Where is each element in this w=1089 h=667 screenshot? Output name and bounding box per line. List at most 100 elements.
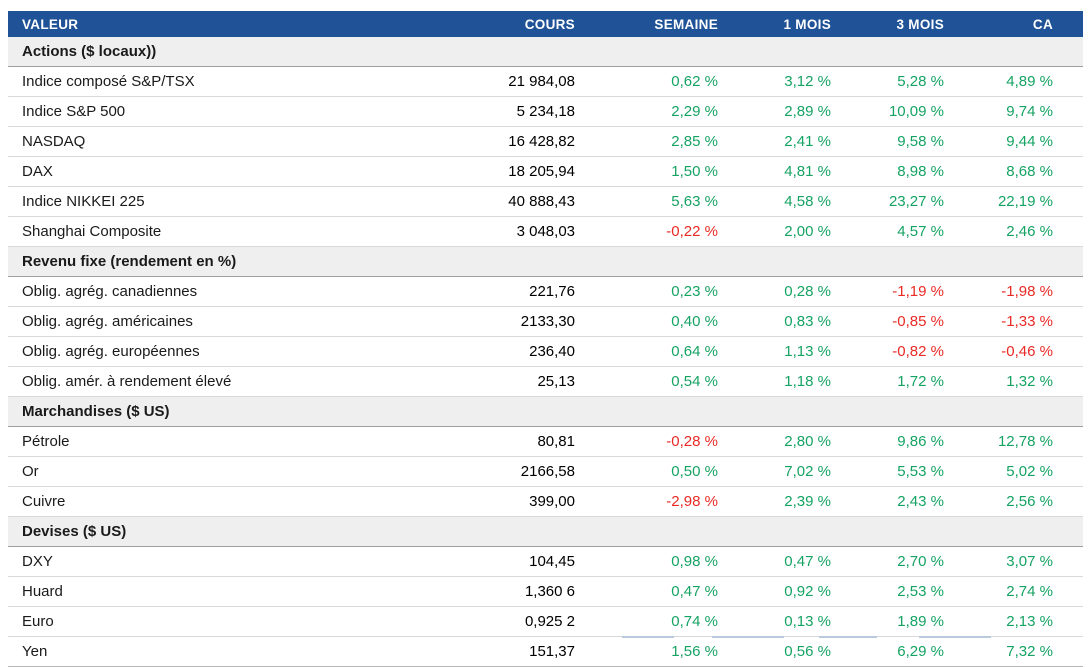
mois3-cell: -1,19 % (839, 276, 952, 307)
col-header-ca: CA (952, 11, 1083, 37)
ca-cell: -1,33 % (952, 306, 1083, 337)
semaine-cell: 0,47 % (583, 576, 726, 607)
cours-cell: 0,925 2 (438, 606, 583, 637)
label-cell: DAX (8, 156, 438, 187)
table-row: Indice S&P 500 5 234,18 2,29 % 2,89 % 10,09 … (8, 96, 1083, 127)
cutoff-text-fragment (919, 636, 991, 638)
semaine-cell: 0,40 % (583, 306, 726, 337)
label-cell: Oblig. agrég. européennes (8, 336, 438, 367)
mois3-cell: -0,85 % (839, 306, 952, 337)
label-cell: Oblig. amér. à rendement élevé (8, 366, 438, 397)
label-cell: Indice S&P 500 (8, 96, 438, 127)
mois3-cell: 9,58 % (839, 126, 952, 157)
cours-cell: 18 205,94 (438, 156, 583, 187)
semaine-cell: 0,23 % (583, 276, 726, 307)
mois1-cell: 0,83 % (726, 306, 839, 337)
cours-cell: 16 428,82 (438, 126, 583, 157)
ca-cell: 4,89 % (952, 66, 1083, 97)
semaine-cell: 1,50 % (583, 156, 726, 187)
table-header: VALEUR COURS SEMAINE 1 MOIS 3 MOIS CA (8, 11, 1083, 37)
cutoff-text-fragment (712, 636, 784, 638)
section-header-row: Revenu fixe (rendement en %) (8, 246, 1083, 277)
cours-cell: 399,00 (438, 486, 583, 517)
cours-cell: 2133,30 (438, 306, 583, 337)
cours-cell: 21 984,08 (438, 66, 583, 97)
table-row: Pétrole 80,81 -0,28 % 2,80 % 9,86 % 12,78 % (8, 426, 1083, 457)
cours-cell: 5 234,18 (438, 96, 583, 127)
table-row: Cuivre 399,00 -2,98 % 2,39 % 2,43 % 2,56 % (8, 486, 1083, 517)
mois3-cell: 23,27 % (839, 186, 952, 217)
mois1-cell: 4,81 % (726, 156, 839, 187)
col-header-semaine: SEMAINE (583, 11, 726, 37)
semaine-cell: 2,85 % (583, 126, 726, 157)
label-cell: Or (8, 456, 438, 487)
semaine-cell: -2,98 % (583, 486, 726, 517)
semaine-cell: 0,62 % (583, 66, 726, 97)
ca-cell: 22,19 % (952, 186, 1083, 217)
section-title: Devises ($ US) (8, 516, 1083, 547)
cours-cell: 151,37 (438, 636, 583, 667)
market-summary-table: VALEUR COURS SEMAINE 1 MOIS 3 MOIS CA Ac… (8, 11, 1083, 667)
section-title: Revenu fixe (rendement en %) (8, 246, 1083, 277)
mois3-cell: 6,29 % (839, 636, 952, 667)
section-title: Marchandises ($ US) (8, 396, 1083, 427)
label-cell: NASDAQ (8, 126, 438, 157)
table-row: Oblig. amér. à rendement élevé 25,13 0,54 … (8, 366, 1083, 397)
table-row: Yen 151,37 1,56 % 0,56 % 6,29 % 7,32 % (8, 636, 1083, 667)
table-row: Indice NIKKEI 225 40 888,43 5,63 % 4,58 % 23… (8, 186, 1083, 217)
ca-cell: 2,13 % (952, 606, 1083, 637)
mois1-cell: 1,18 % (726, 366, 839, 397)
label-cell: Indice NIKKEI 225 (8, 186, 438, 217)
table-row: Indice composé S&P/TSX 21 984,08 0,62 % 3,1… (8, 66, 1083, 97)
mois3-cell: 1,72 % (839, 366, 952, 397)
mois3-cell: 10,09 % (839, 96, 952, 127)
cours-cell: 221,76 (438, 276, 583, 307)
mois3-cell: -0,82 % (839, 336, 952, 367)
cours-cell: 236,40 (438, 336, 583, 367)
table-row: Shanghai Composite 3 048,03 -0,22 % 2,00 % 4… (8, 216, 1083, 247)
table-row: DAX 18 205,94 1,50 % 4,81 % 8,98 % 8,68 % (8, 156, 1083, 187)
mois1-cell: 2,89 % (726, 96, 839, 127)
mois3-cell: 2,43 % (839, 486, 952, 517)
table-row: Oblig. agrég. américaines 2133,30 0,40 % 0,… (8, 306, 1083, 337)
cours-cell: 1,360 6 (438, 576, 583, 607)
mois1-cell: 2,41 % (726, 126, 839, 157)
ca-cell: 5,02 % (952, 456, 1083, 487)
mois1-cell: 0,56 % (726, 636, 839, 667)
mois3-cell: 1,89 % (839, 606, 952, 637)
mois3-cell: 2,53 % (839, 576, 952, 607)
ca-cell: 2,56 % (952, 486, 1083, 517)
cutoff-text-fragment (819, 636, 877, 638)
semaine-cell: 5,63 % (583, 186, 726, 217)
mois1-cell: 3,12 % (726, 66, 839, 97)
section-header-row: Devises ($ US) (8, 516, 1083, 547)
mois1-cell: 0,47 % (726, 546, 839, 577)
mois3-cell: 5,53 % (839, 456, 952, 487)
semaine-cell: 1,56 % (583, 636, 726, 667)
mois1-cell: 0,92 % (726, 576, 839, 607)
semaine-cell: 0,98 % (583, 546, 726, 577)
ca-cell: 7,32 % (952, 636, 1083, 667)
section-header-row: Actions ($ locaux)) (8, 37, 1083, 67)
cutoff-text-fragment (622, 636, 674, 638)
label-cell: Indice composé S&P/TSX (8, 66, 438, 97)
semaine-cell: -0,28 % (583, 426, 726, 457)
table-row: Euro 0,925 2 0,74 % 0,13 % 1,89 % 2,13 % (8, 606, 1083, 637)
label-cell: Oblig. agrég. américaines (8, 306, 438, 337)
col-header-valeur: VALEUR (8, 11, 438, 37)
ca-cell: 3,07 % (952, 546, 1083, 577)
semaine-cell: 0,74 % (583, 606, 726, 637)
label-cell: Oblig. agrég. canadiennes (8, 276, 438, 307)
table-row: Oblig. agrég. canadiennes 221,76 0,23 % 0,2… (8, 276, 1083, 307)
label-cell: Yen (8, 636, 438, 667)
label-cell: DXY (8, 546, 438, 577)
section-header-row: Marchandises ($ US) (8, 396, 1083, 427)
ca-cell: 9,44 % (952, 126, 1083, 157)
mois3-cell: 4,57 % (839, 216, 952, 247)
semaine-cell: 2,29 % (583, 96, 726, 127)
ca-cell: 12,78 % (952, 426, 1083, 457)
col-header-3mois: 3 MOIS (839, 11, 952, 37)
table-row: Huard 1,360 6 0,47 % 0,92 % 2,53 % 2,74 % (8, 576, 1083, 607)
ca-cell: -0,46 % (952, 336, 1083, 367)
col-header-cours: COURS (438, 11, 583, 37)
